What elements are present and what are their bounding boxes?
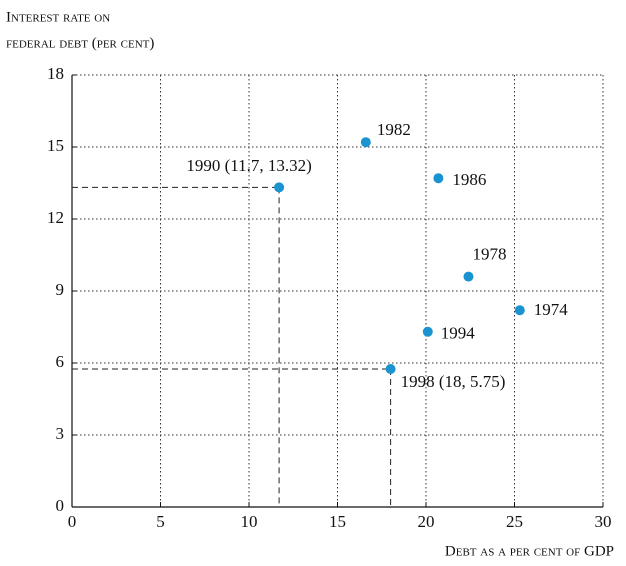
- point: [360, 137, 371, 148]
- point: [422, 326, 433, 337]
- point-label: 1978: [472, 245, 506, 264]
- x-tick-label: 20: [418, 512, 435, 531]
- y-axis-label: federal debt (per cent): [6, 35, 154, 51]
- x-tick-label: 0: [68, 512, 77, 531]
- y-axis-label: Interest rate on: [6, 9, 110, 25]
- x-tick-label: 5: [156, 512, 165, 531]
- point-label: 1986: [452, 170, 486, 189]
- point-label: 1998 (18, 5.75): [401, 372, 506, 391]
- x-tick-label: 30: [595, 512, 612, 531]
- point: [274, 182, 285, 193]
- y-tick-label: 9: [56, 280, 65, 299]
- y-tick-label: 0: [56, 496, 65, 515]
- x-tick-label: 10: [241, 512, 258, 531]
- y-tick-label: 12: [47, 208, 64, 227]
- y-tick-label: 18: [47, 64, 64, 83]
- point-label: 1994: [441, 324, 476, 343]
- point: [463, 271, 474, 282]
- point-label: 1990 (11.7, 13.32): [186, 156, 311, 175]
- y-tick-label: 6: [56, 352, 65, 371]
- y-tick-label: 15: [47, 136, 64, 155]
- y-tick-label: 3: [56, 424, 65, 443]
- point: [385, 364, 396, 374]
- x-tick-label: 15: [329, 512, 346, 531]
- x-axis-label: Debt as a per cent of GDP: [445, 543, 614, 559]
- point-label: 1974: [534, 300, 569, 319]
- x-tick-label: 25: [506, 512, 523, 531]
- point: [514, 305, 525, 316]
- point: [433, 173, 444, 184]
- point-label: 1982: [377, 120, 411, 139]
